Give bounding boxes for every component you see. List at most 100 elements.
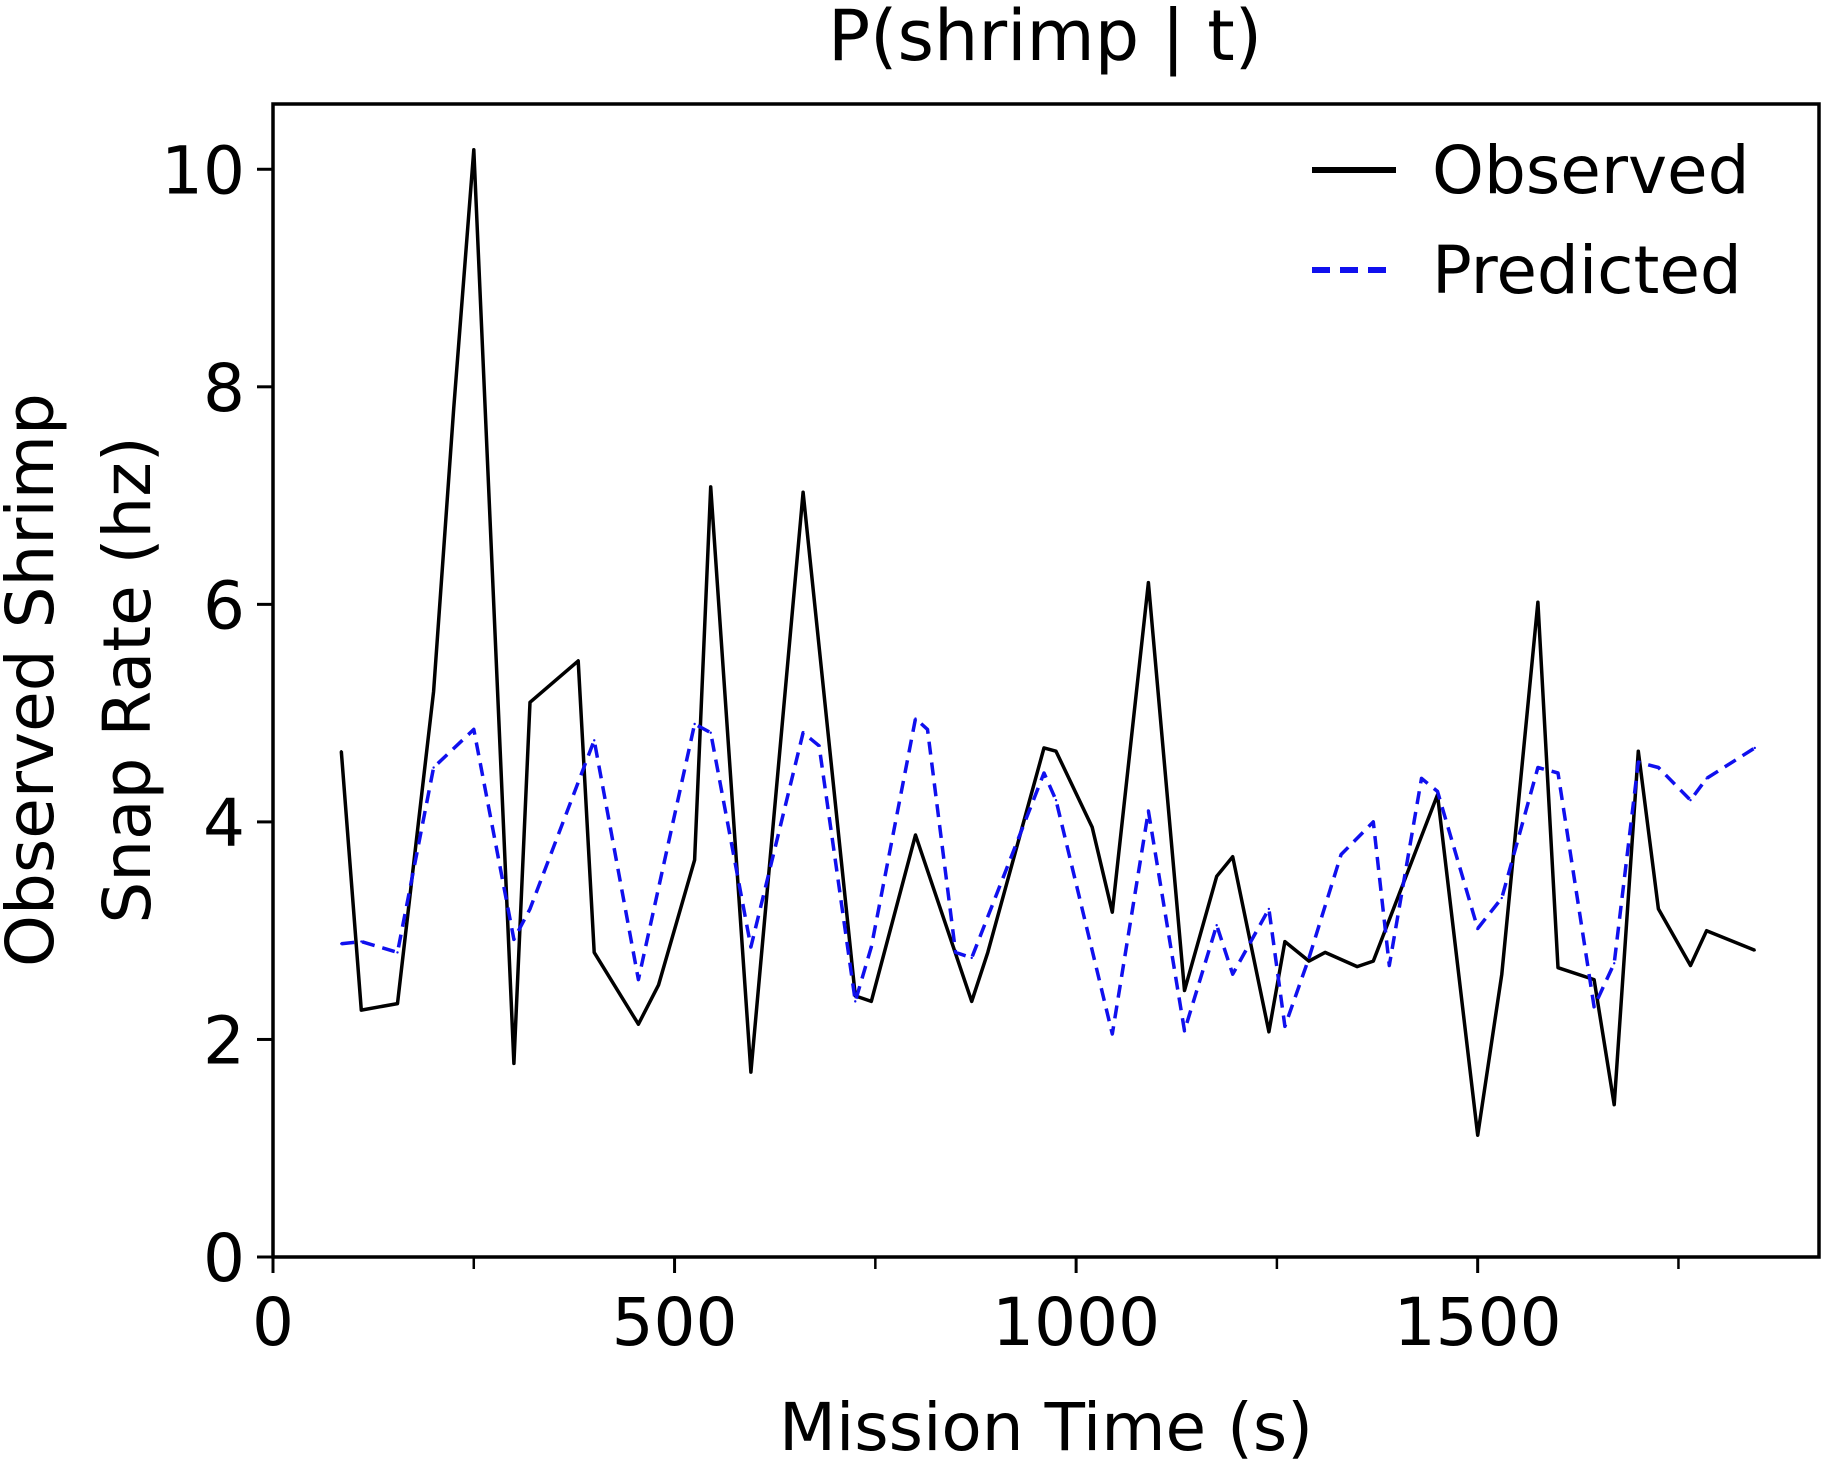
y-tick-label: 4 <box>203 785 245 862</box>
data-point-observed <box>1536 600 1540 604</box>
y-axis-label: Observed Shrimp Snap Rate (hz) <box>0 393 166 967</box>
x-tick-label: 1500 <box>1394 1284 1562 1361</box>
data-point-observed <box>528 701 532 704</box>
data-point-predicted <box>637 978 640 981</box>
x-tick-label: 500 <box>612 1284 738 1361</box>
data-point-predicted <box>1420 777 1423 780</box>
data-point-observed <box>1705 929 1708 932</box>
data-point-observed <box>870 1000 873 1003</box>
chart-title: P(shrimp | t) <box>828 0 1262 77</box>
data-point-predicted <box>1705 777 1708 780</box>
x-axis-label: Mission Time (s) <box>779 1389 1313 1459</box>
data-point-observed <box>1231 855 1234 858</box>
data-point-predicted <box>396 951 399 954</box>
data-point-observed <box>452 407 455 410</box>
data-point-observed <box>1689 964 1692 967</box>
data-point-observed <box>801 491 805 494</box>
data-point-predicted <box>914 717 917 720</box>
data-point-observed <box>709 485 712 489</box>
data-point-observed <box>1592 978 1596 981</box>
plot-frame <box>271 102 1821 1259</box>
data-point-predicted <box>1536 766 1540 769</box>
series-layer <box>339 147 1756 1137</box>
data-point-predicted <box>954 951 957 954</box>
data-point-predicted <box>854 1000 857 1003</box>
data-point-predicted <box>1147 809 1150 813</box>
data-point-observed <box>1753 949 1756 952</box>
y-tick-label: 10 <box>161 132 245 209</box>
data-point-predicted <box>1231 972 1234 976</box>
data-point-predicted <box>1339 853 1343 856</box>
data-point-observed <box>1657 907 1660 911</box>
x-tick-label: 1000 <box>992 1284 1160 1361</box>
data-point-observed <box>512 1062 516 1065</box>
data-point-observed <box>970 1000 973 1003</box>
y-axis-label-line-1: Observed Shrimp <box>0 393 69 967</box>
data-point-predicted <box>1613 962 1616 965</box>
data-point-observed <box>914 833 917 837</box>
data-point-observed <box>396 1002 399 1005</box>
data-point-predicted <box>817 744 821 747</box>
data-point-predicted <box>1054 798 1058 802</box>
data-point-predicted <box>1183 1029 1186 1032</box>
data-point-predicted <box>1436 790 1439 793</box>
data-point-observed <box>360 1008 363 1012</box>
data-point-observed <box>1372 959 1375 963</box>
y-tick-label: 0 <box>203 1220 245 1297</box>
data-point-predicted <box>1753 746 1756 750</box>
data-point-observed <box>693 858 696 862</box>
data-point-observed <box>637 1023 640 1026</box>
y-axis-label-line-2: Snap Rate (hz) <box>89 436 166 923</box>
data-point-observed <box>1090 826 1094 829</box>
data-point-predicted <box>1592 1005 1596 1009</box>
data-point-predicted <box>1657 766 1660 769</box>
data-point-observed <box>576 659 580 663</box>
y-tick-label: 6 <box>203 567 245 644</box>
data-point-predicted <box>1388 964 1391 967</box>
data-point-predicted <box>1307 956 1311 960</box>
data-point-predicted <box>926 728 929 731</box>
data-point-predicted <box>1267 907 1271 911</box>
data-point-observed <box>1637 750 1640 753</box>
data-point-observed <box>986 951 989 954</box>
data-point-predicted <box>1042 771 1046 775</box>
data-point-predicted <box>472 728 475 731</box>
data-point-predicted <box>340 942 343 945</box>
data-point-predicted <box>512 938 516 941</box>
data-point-observed <box>1042 746 1046 750</box>
data-point-predicted <box>1500 896 1503 900</box>
data-point-predicted <box>693 722 696 726</box>
series-line-predicted <box>341 716 1756 1036</box>
data-point-observed <box>749 1070 753 1074</box>
data-point-predicted <box>870 945 873 949</box>
data-point-observed <box>1500 972 1503 976</box>
data-point-observed <box>1111 910 1114 914</box>
data-point-observed <box>1183 989 1186 992</box>
data-point-observed <box>1323 951 1327 954</box>
data-point-observed <box>340 750 343 753</box>
data-point-predicted <box>1372 820 1375 824</box>
data-point-predicted <box>1476 927 1479 930</box>
data-point-predicted <box>432 766 435 769</box>
data-point-predicted <box>528 907 532 911</box>
legend-label-predicted: Predicted <box>1432 232 1742 309</box>
x-tick-label: 0 <box>252 1284 294 1361</box>
data-point-observed <box>1556 966 1560 969</box>
data-point-observed <box>1283 940 1287 943</box>
data-point-observed <box>1356 965 1359 968</box>
data-point-predicted <box>593 739 596 742</box>
data-point-predicted <box>749 945 753 949</box>
legend-label-observed: Observed <box>1432 132 1750 209</box>
data-point-observed <box>657 983 660 987</box>
data-point-observed <box>1307 959 1311 963</box>
legend: Observed Predicted <box>1312 132 1750 309</box>
data-point-predicted <box>709 731 712 734</box>
data-point-predicted <box>1689 798 1692 802</box>
data-point-predicted <box>1111 1032 1114 1036</box>
data-point-predicted <box>1556 771 1560 775</box>
y-tick-label: 8 <box>203 350 245 427</box>
data-point-predicted <box>360 940 363 943</box>
y-tick-label: 2 <box>203 1002 245 1079</box>
data-point-observed <box>1267 1030 1271 1034</box>
data-point-predicted <box>1215 924 1218 927</box>
